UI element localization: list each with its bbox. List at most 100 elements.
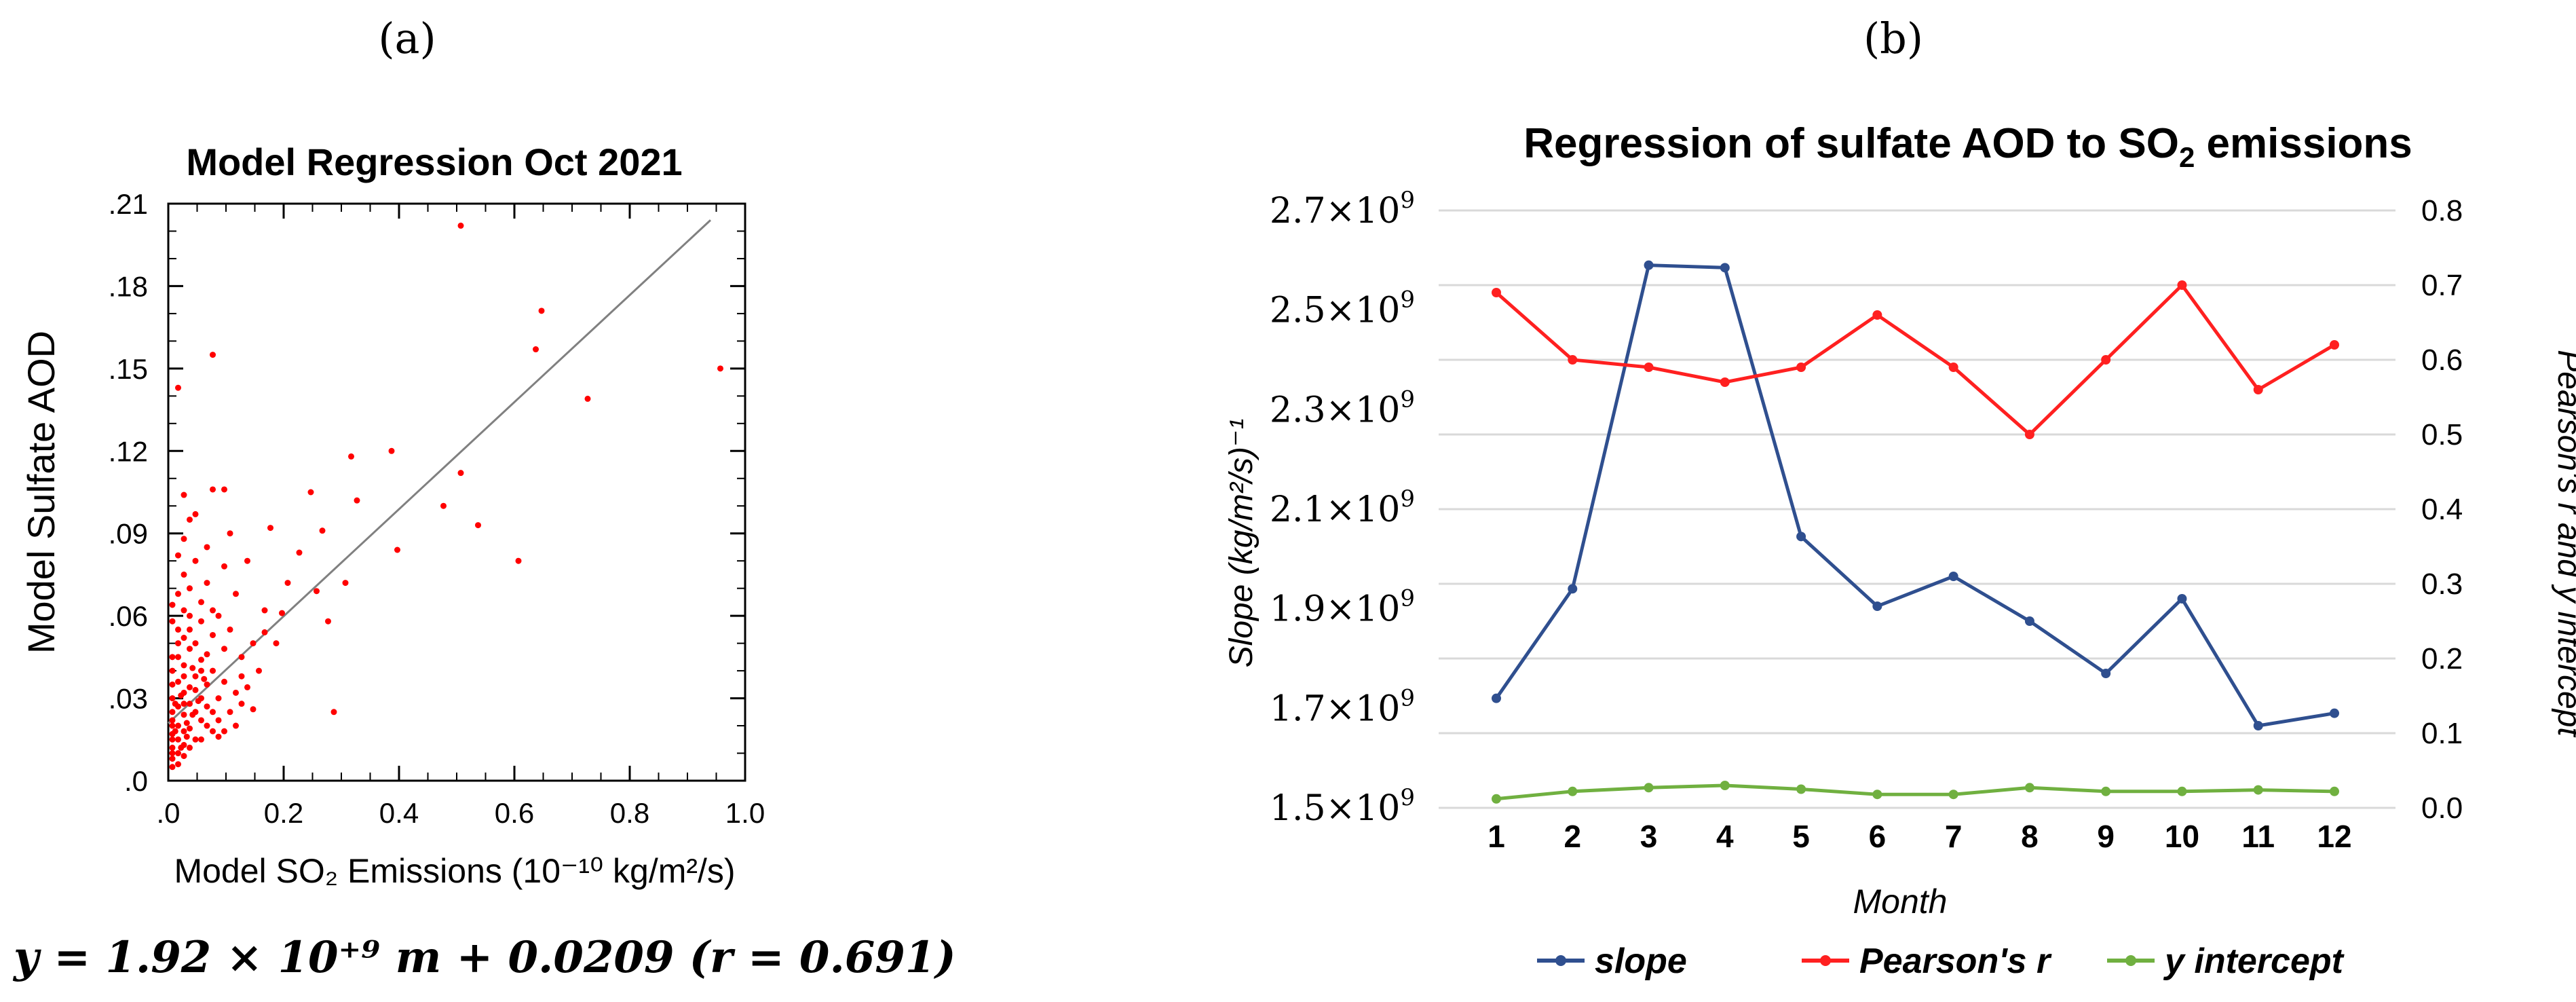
- scatter-point: [169, 618, 176, 625]
- scatter-point: [221, 728, 227, 735]
- regression-equation: y = 1.92 × 10⁺⁹ m + 0.0209 (r = 0.691): [12, 932, 956, 983]
- scatter-point: [181, 728, 187, 735]
- y-tick-label: .21: [109, 188, 148, 220]
- scatter-point: [238, 701, 245, 707]
- scatter-point: [342, 580, 349, 587]
- scatter-x-axis-label: Model SO₂ Emissions (10⁻¹⁰ kg/m²/s): [174, 852, 735, 890]
- line-chart-title-tail: emissions: [2195, 120, 2412, 167]
- scatter-point: [284, 580, 291, 587]
- scatter-point: [187, 684, 193, 690]
- scatter-point: [192, 673, 199, 680]
- month-tick-label: 4: [1716, 819, 1734, 854]
- scatter-point: [584, 395, 591, 402]
- scatter-point: [227, 626, 233, 633]
- scatter-panel: Model Regression Oct 2021 .0 .03 .06 .09 .12…: [12, 141, 956, 983]
- scatter-point: [192, 557, 199, 564]
- scatter-point: [175, 678, 181, 685]
- line-chart-title-main: Regression of sulfate AOD to SO: [1523, 120, 2179, 167]
- y-tick-label: .15: [109, 353, 148, 385]
- right-y-axis-label: Pearson's r and y intercept: [2551, 350, 2576, 737]
- series-marker: [2253, 721, 2263, 730]
- scatter-point: [178, 692, 185, 699]
- scatter-point: [238, 673, 245, 680]
- month-tick-label: 9: [2097, 819, 2115, 854]
- scatter-point: [183, 720, 190, 726]
- scatter-y-tick-labels: .0 .03 .06 .09 .12 .15 .18 .21: [109, 188, 148, 797]
- scatter-point: [181, 635, 187, 642]
- right-tick-label: 0.7: [2421, 269, 2463, 302]
- scatter-point: [267, 525, 273, 532]
- scatter-point: [215, 733, 222, 740]
- scatter-point: [187, 516, 193, 523]
- scatter-point: [181, 711, 187, 718]
- scatter-point: [314, 588, 320, 595]
- right-tick-label: 0.8: [2421, 194, 2463, 227]
- right-tick-label: 0.0: [2421, 792, 2463, 825]
- month-tick-label: 2: [1564, 819, 1581, 854]
- series-marker: [1796, 363, 1806, 372]
- left-tick-exponent: 9: [1400, 585, 1415, 612]
- scatter-point: [198, 618, 204, 625]
- series-marker: [2177, 280, 2187, 290]
- right-tick-label: 0.2: [2421, 642, 2463, 675]
- series-marker: [1492, 288, 1501, 297]
- left-tick-label: 1.5×109: [1270, 784, 1415, 829]
- left-tick-label: 2.5×109: [1270, 286, 1415, 331]
- month-tick-label: 8: [2021, 819, 2039, 854]
- scatter-point: [169, 744, 176, 751]
- scatter-point: [233, 591, 239, 597]
- scatter-point: [192, 736, 199, 743]
- scatter-point: [169, 736, 176, 743]
- scatter-point: [296, 549, 303, 556]
- legend-label: slope: [1595, 942, 1687, 981]
- panel-b-label: (b): [1863, 14, 1923, 63]
- scatter-y-axis-label: Model Sulfate AOD: [20, 331, 62, 654]
- scatter-point: [204, 651, 210, 658]
- scatter-point: [187, 585, 193, 592]
- scatter-point: [256, 667, 262, 674]
- scatter-point: [181, 701, 187, 707]
- scatter-point: [187, 612, 193, 619]
- series-marker: [2024, 616, 2034, 626]
- right-axis-tick-labels: 0.0 0.1 0.2 0.3 0.4 0.5 0.6 0.7 0.8: [2421, 194, 2463, 825]
- left-tick-exponent: 9: [1400, 386, 1415, 413]
- x-tick-label: 0.2: [264, 797, 303, 829]
- scatter-point: [169, 654, 176, 661]
- scatter-point: [198, 599, 204, 606]
- scatter-point: [192, 640, 199, 647]
- scatter-point: [330, 709, 337, 716]
- scatter-point: [169, 750, 176, 757]
- series-marker: [1492, 794, 1501, 804]
- series-marker: [2101, 786, 2111, 796]
- scatter-point: [215, 717, 222, 724]
- scatter-point: [178, 744, 185, 751]
- line-chart-panel: Regression of sulfate AOD to SO 2 emissio…: [1224, 120, 2576, 981]
- scatter-point: [187, 646, 193, 652]
- left-tick-label: 2.1×109: [1270, 485, 1415, 530]
- scatter-point: [227, 709, 233, 716]
- series-marker: [1796, 784, 1806, 794]
- scatter-point: [198, 717, 204, 724]
- scatter-point: [250, 640, 257, 647]
- scatter-point: [538, 308, 545, 314]
- series-marker: [2330, 786, 2339, 796]
- scatter-point: [187, 701, 193, 707]
- scatter-title: Model Regression Oct 2021: [186, 141, 682, 183]
- scatter-point: [169, 681, 176, 688]
- scatter-point: [172, 728, 178, 735]
- scatter-point: [221, 563, 227, 570]
- series-line-2: [1496, 783, 2335, 801]
- left-tick-mantissa: 1.7×10: [1270, 688, 1400, 729]
- panel-a-label: (a): [378, 14, 436, 63]
- right-tick-label: 0.4: [2421, 493, 2463, 526]
- scatter-point: [210, 667, 216, 674]
- series-marker: [1720, 377, 1730, 387]
- line-chart-title: Regression of sulfate AOD to SO2 emissio…: [1523, 120, 2412, 173]
- scatter-point: [457, 470, 464, 477]
- series-marker: [1872, 601, 1882, 611]
- scatter-points: [169, 222, 723, 771]
- series-marker: [2330, 340, 2339, 350]
- series-marker: [1492, 693, 1501, 703]
- series-marker: [1644, 783, 1654, 793]
